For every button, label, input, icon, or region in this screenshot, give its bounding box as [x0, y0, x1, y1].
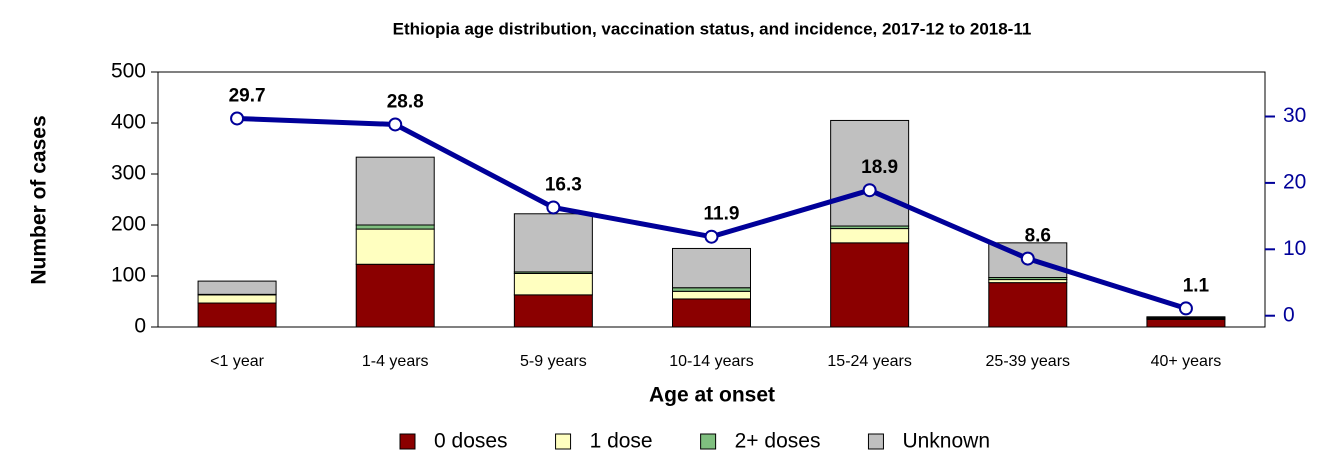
bar-segment [1146, 318, 1226, 328]
bar-segment [513, 213, 593, 273]
bar-segment [355, 228, 435, 265]
bar-segment [672, 247, 751, 289]
bar-segment [197, 294, 277, 304]
x-tick-label: 15-24 years [827, 353, 912, 370]
bar-segment [355, 263, 435, 328]
bar-segment [1146, 316, 1226, 319]
y-axis-label: Number of cases [28, 115, 51, 284]
legend-label: 2+ doses [735, 430, 821, 453]
bar-segment [830, 242, 910, 328]
x-tick-label: <1 year [210, 353, 264, 370]
x-tick-label: 10-14 years [669, 353, 754, 370]
line-marker [1020, 251, 1035, 266]
legend-swatch [867, 433, 884, 450]
legend-label: Unknown [902, 430, 990, 453]
bar-segment [988, 282, 1068, 328]
line-marker [862, 183, 877, 198]
legend-swatch [399, 433, 416, 450]
y2-tick-label: 30 [1283, 104, 1306, 127]
y-tick-label: 300 [111, 162, 146, 185]
y2-tick-label: 0 [1283, 303, 1295, 326]
bar-segment [355, 224, 435, 230]
legend-label: 1 dose [590, 430, 653, 453]
y-tick-label: 0 [134, 315, 146, 338]
y2-tick-label: 20 [1283, 170, 1306, 193]
data-label: 28.8 [387, 91, 424, 112]
legend-swatch [555, 433, 572, 450]
y-tick-label: 200 [111, 213, 146, 236]
bar-segment [830, 228, 910, 244]
bar-segment [197, 280, 277, 295]
data-label: 29.7 [229, 86, 266, 107]
line-marker [704, 229, 719, 244]
bar-segment [355, 156, 435, 226]
bar-segment [513, 272, 593, 296]
data-label: 11.9 [704, 204, 740, 225]
y-tick-label: 400 [111, 111, 146, 134]
bar-segment [830, 119, 910, 227]
legend-label: 0 doses [434, 430, 508, 453]
bar-segment [672, 298, 751, 328]
legend-swatch [700, 433, 717, 450]
y-tick-label: 500 [111, 60, 146, 83]
data-label: 8.6 [1025, 226, 1051, 247]
bar-segment [672, 287, 751, 292]
x-tick-label: 25-39 years [986, 353, 1071, 370]
bar-segment [672, 290, 751, 300]
y-tick-label: 100 [111, 264, 146, 287]
line-marker [546, 200, 561, 215]
bar-segment [197, 302, 277, 328]
x-axis-label: Age at onset [649, 384, 775, 407]
x-tick-label: 1-4 years [362, 353, 429, 370]
chart-title: Ethiopia age distribution, vaccination s… [393, 19, 1032, 38]
y2-tick-label: 10 [1283, 237, 1306, 260]
x-tick-label: 5-9 years [520, 353, 587, 370]
line-marker [230, 111, 245, 126]
data-label: 16.3 [545, 174, 582, 195]
line-marker [388, 117, 403, 132]
bar-segment [513, 294, 593, 328]
data-label: 1.1 [1183, 275, 1210, 296]
data-label: 18.9 [861, 157, 898, 178]
line-marker [1178, 301, 1193, 316]
x-tick-label: 40+ years [1151, 353, 1222, 370]
